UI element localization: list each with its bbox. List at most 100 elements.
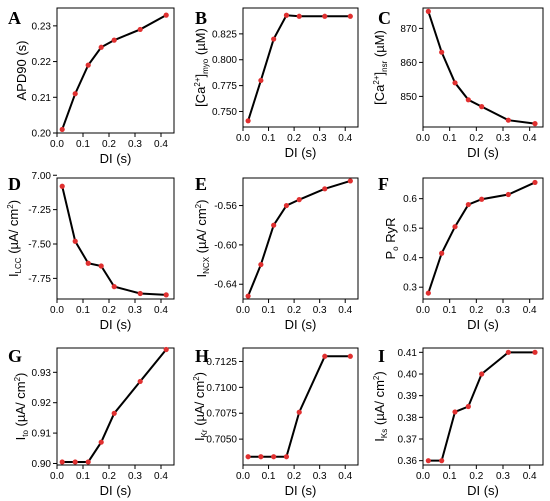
panel-a-xtick-label: 0.1 <box>76 139 90 150</box>
panel-h-ytick-label: 0.7125 <box>206 357 237 368</box>
panel-g-xtick-label: 0.3 <box>128 471 142 482</box>
panel-b-xtick-label: 0.4 <box>338 133 352 144</box>
panel-b-data-point <box>271 36 277 42</box>
panel-d-ytick-label: -7.75 <box>28 274 51 285</box>
panel-g: G 0.0 0.1 0.2 0.3 0.4 0.90 0.91 0.92 0.93 DI (s) It… <box>8 346 175 498</box>
panel-g-xtick-label: 0.2 <box>102 471 116 482</box>
panel-h-ytick-label: 0.7075 <box>206 409 237 420</box>
panel-i-xtick-label: 0.1 <box>443 471 457 482</box>
panel-c-axes-frame <box>422 7 544 128</box>
panel-e-ytick-label: -0.64 <box>214 280 237 291</box>
panel-f-data-point <box>425 290 431 296</box>
panel-c: C 0.0 0.1 0.2 0.3 0.4 850 860 870 DI (s) [Ca2+]nsr… <box>372 7 544 160</box>
panel-g-axes-frame <box>56 347 175 466</box>
panel-h-xtick-label: 0.1 <box>262 471 276 482</box>
panel-b: B 0.0 0.1 0.2 0.3 0.4 0.750 0.775 0.800 0.825 DI (… <box>193 7 359 160</box>
panel-a-data-point <box>137 26 143 33</box>
panel-a-ytick-label: 0.23 <box>32 21 52 32</box>
panel-f-ytick-label: 0.3 <box>403 283 417 294</box>
panel-i-ytick-label: 0.38 <box>398 413 418 424</box>
panel-c-data-point <box>439 49 445 55</box>
panel-c-data-point <box>505 117 511 123</box>
panel-d-ylabel: ILCC (µA/ cm2) <box>6 200 23 277</box>
panel-d-xtick-label: 0.2 <box>102 305 116 316</box>
panel-e-xtick-label: 0.4 <box>338 305 352 316</box>
panel-a-ytick-label: 0.20 <box>32 129 52 140</box>
panel-f-ytick-label: 0.5 <box>403 224 417 235</box>
panel-h-xtick-label: 0.4 <box>338 471 352 482</box>
panel-i-xtick-label: 0.2 <box>469 471 483 482</box>
panel-i-xlabel: DI (s) <box>467 483 499 498</box>
panel-g-data-point <box>85 459 91 465</box>
panel-i-data-point <box>452 409 458 415</box>
panel-c-data-point <box>452 80 458 86</box>
panel-i-ytick-label: 0.41 <box>398 348 418 359</box>
panel-f-axes-frame <box>422 177 544 300</box>
panel-i-ytick-label: 0.40 <box>398 370 418 381</box>
panel-b-data-point <box>283 12 290 18</box>
panel-f-data-point <box>532 179 538 186</box>
panel-f-xtick-label: 0.1 <box>443 305 457 316</box>
panel-d-xtick-label: 0.3 <box>128 305 142 316</box>
panel-h-data-point <box>347 353 353 359</box>
panel-i-ylabel: IKs (µA/ cm2) <box>372 371 389 441</box>
panel-c-xtick-label: 0.4 <box>523 133 537 144</box>
panel-h-xtick-label: 0.2 <box>287 471 301 482</box>
panel-e-xtick-label: 0.3 <box>313 305 327 316</box>
panel-c-data-point <box>532 121 538 127</box>
panel-a-data-point <box>72 91 78 97</box>
panel-i-ytick-label: 0.37 <box>398 435 418 446</box>
panel-b-ytick-label: 0.825 <box>212 29 237 40</box>
panel-a-xtick-label: 0.3 <box>128 139 142 150</box>
panel-h-data-point <box>322 353 328 359</box>
panel-d-letter: D <box>8 174 21 194</box>
panel-f-xtick-label: 0.2 <box>469 305 483 316</box>
panel-h-data-point <box>271 454 277 460</box>
panel-f-data-point <box>452 224 458 230</box>
panel-g-xtick-label: 0.1 <box>76 471 90 482</box>
panel-f-data-point <box>439 250 445 256</box>
panel-b-xtick-label: 0.0 <box>236 133 250 144</box>
panel-g-ylabel: Ito (µA/ cm2) <box>13 373 30 441</box>
panel-h-xtick-label: 0.0 <box>236 471 250 482</box>
panel-e-xtick-label: 0.2 <box>287 305 301 316</box>
panel-d-data-point <box>137 290 143 297</box>
panel-e-data-point <box>245 293 251 299</box>
panel-c-xtick-label: 0.2 <box>469 133 483 144</box>
panel-d-data-point <box>98 263 104 269</box>
panel-h-data-point <box>283 454 290 460</box>
panel-i-data-point <box>505 349 511 355</box>
panel-c-xtick-label: 0.1 <box>443 133 457 144</box>
panel-e-xlabel: DI (s) <box>285 317 317 332</box>
panel-h-ytick-label: 0.7050 <box>206 435 237 446</box>
panel-i-xtick-label: 0.4 <box>523 471 537 482</box>
panel-a-series-line <box>61 14 167 130</box>
panel-a-data-point <box>59 126 65 133</box>
panel-h-ytick-label: 0.7100 <box>206 383 237 394</box>
panel-d-xtick-label: 0.0 <box>50 305 64 316</box>
panel-e-ylabel: INCX (µA/ cm2) <box>194 200 211 278</box>
panel-g-data-point <box>163 346 169 353</box>
panel-c-xtick-label: 0.0 <box>416 133 430 144</box>
panel-b-xlabel: DI (s) <box>285 145 317 160</box>
panel-f-data-point <box>505 191 511 198</box>
panel-b-ytick-label: 0.775 <box>212 81 237 92</box>
panel-e-letter: E <box>195 174 207 194</box>
panel-a-ytick-label: 0.21 <box>32 93 52 104</box>
panel-i-ytick-label: 0.39 <box>398 391 418 402</box>
panel-f-xtick-label: 0.0 <box>416 305 430 316</box>
panel-c-ytick-label: 860 <box>400 58 417 69</box>
panel-d-data-point <box>85 260 91 266</box>
panel-h-ylabel: IKr (µA/ cm2) <box>192 372 209 441</box>
panel-b-data-point <box>245 118 251 124</box>
panel-e: E 0.0 0.1 0.2 0.3 0.4 -0.64 -0.60 -0.56 DI (s) INC… <box>194 174 359 332</box>
panel-g-ytick-label: 0.91 <box>32 429 52 440</box>
panel-b-data-point <box>258 77 264 84</box>
panel-b-data-point <box>296 13 302 19</box>
panel-e-data-point <box>258 261 264 268</box>
panel-d-series-line <box>61 186 167 296</box>
panel-g-letter: G <box>8 346 22 366</box>
panel-h-xtick-label: 0.3 <box>313 471 327 482</box>
panel-a-axes-frame <box>56 7 175 134</box>
